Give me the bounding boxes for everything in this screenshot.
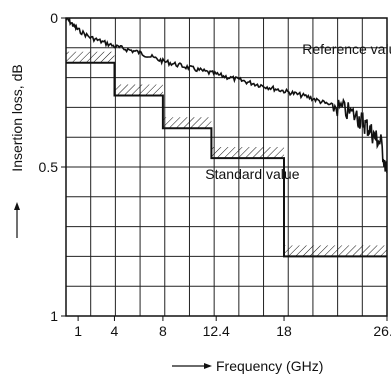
x-tick-label: 12.4 <box>203 323 230 339</box>
standard-tolerance-band <box>66 51 115 63</box>
reference-value-line <box>66 18 387 174</box>
x-axis-label: Frequency (GHz) <box>216 358 323 374</box>
y-tick-label: 0 <box>50 10 58 26</box>
standard-tolerance-band <box>284 245 387 257</box>
series-annotation: Reference value <box>302 41 391 57</box>
y-tick-label: 1 <box>50 308 58 324</box>
series-group <box>66 18 387 258</box>
y-axis-label: Insertion loss, dB <box>9 64 25 171</box>
standard-tolerance-band <box>162 117 212 129</box>
x-tick-label: 4 <box>111 323 119 339</box>
axis-titles: Insertion loss, dB Frequency (GHz) <box>9 64 323 374</box>
standard-tolerance-band <box>211 147 285 159</box>
y-tick-label: 0.5 <box>39 159 59 175</box>
x-tick-label: 8 <box>159 323 167 339</box>
x-tick-label: 1 <box>74 323 82 339</box>
tick-labels: 1 4 8 12.4 18 26.5 0 0.5 1 <box>39 10 391 339</box>
x-tick-label: 18 <box>276 323 292 339</box>
x-tick-label: 26.5 <box>373 323 391 339</box>
axes <box>61 17 388 321</box>
annotations: Reference value Standard value <box>205 41 391 182</box>
standard-value-line <box>66 61 387 258</box>
standard-tolerance-band <box>114 84 163 96</box>
tolerance-hatching <box>66 51 387 257</box>
x-axis-title: Frequency (GHz) <box>172 358 323 374</box>
y-axis-title: Insertion loss, dB <box>9 64 25 238</box>
series-annotation: Standard value <box>205 166 299 182</box>
